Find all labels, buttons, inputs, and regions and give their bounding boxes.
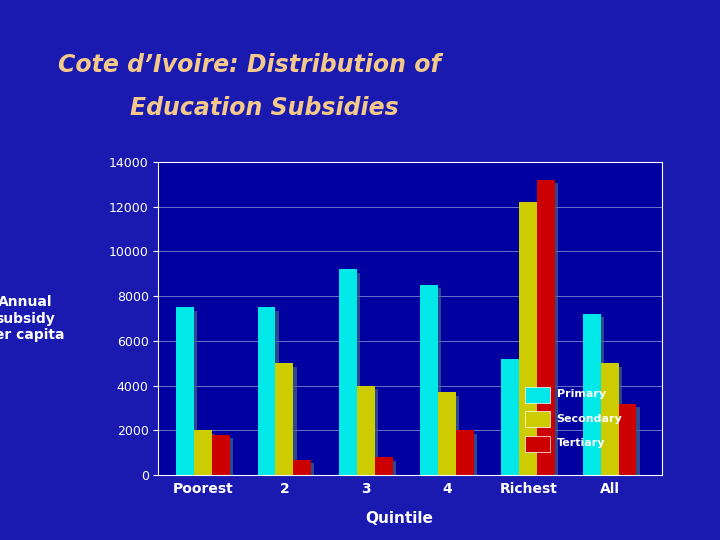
Bar	[618, 403, 636, 475]
Bar	[297, 463, 315, 475]
Bar	[604, 367, 622, 475]
Bar	[441, 396, 459, 475]
Bar	[360, 389, 378, 475]
Bar	[420, 285, 438, 475]
Bar	[423, 288, 441, 475]
Bar	[374, 457, 392, 475]
Bar	[505, 362, 523, 475]
Bar	[582, 314, 600, 475]
Bar	[526, 435, 550, 451]
Bar	[523, 206, 541, 475]
Bar	[600, 363, 618, 475]
Bar	[276, 363, 293, 475]
Bar	[261, 310, 279, 475]
Bar	[537, 180, 555, 475]
Bar	[194, 430, 212, 475]
Bar	[293, 460, 311, 475]
Text: Quintile: Quintile	[366, 511, 433, 526]
Bar	[279, 367, 297, 475]
Bar	[378, 461, 396, 475]
Bar	[526, 411, 550, 428]
Bar	[356, 386, 374, 475]
Bar	[501, 359, 519, 475]
Bar	[212, 435, 230, 475]
Bar	[622, 407, 639, 475]
Text: Secondary: Secondary	[557, 414, 623, 423]
Bar	[339, 269, 356, 475]
Text: Primary: Primary	[557, 389, 606, 399]
Bar	[519, 202, 537, 475]
Bar	[258, 307, 276, 475]
Bar	[456, 430, 474, 475]
Bar	[438, 393, 456, 475]
Bar	[586, 318, 604, 475]
Bar	[342, 273, 360, 475]
Bar	[215, 438, 233, 475]
Text: Tertiary: Tertiary	[557, 438, 606, 448]
Bar	[197, 434, 215, 475]
Text: Annual
subsidy
per capita: Annual subsidy per capita	[0, 295, 65, 342]
Bar	[179, 310, 197, 475]
Bar	[526, 387, 550, 403]
Bar	[459, 434, 477, 475]
Bar	[176, 307, 194, 475]
Bar	[541, 183, 558, 475]
Text: Cote d’Ivoire: Distribution of: Cote d’Ivoire: Distribution of	[58, 53, 441, 77]
Text: Education Subsidies: Education Subsidies	[130, 96, 398, 120]
